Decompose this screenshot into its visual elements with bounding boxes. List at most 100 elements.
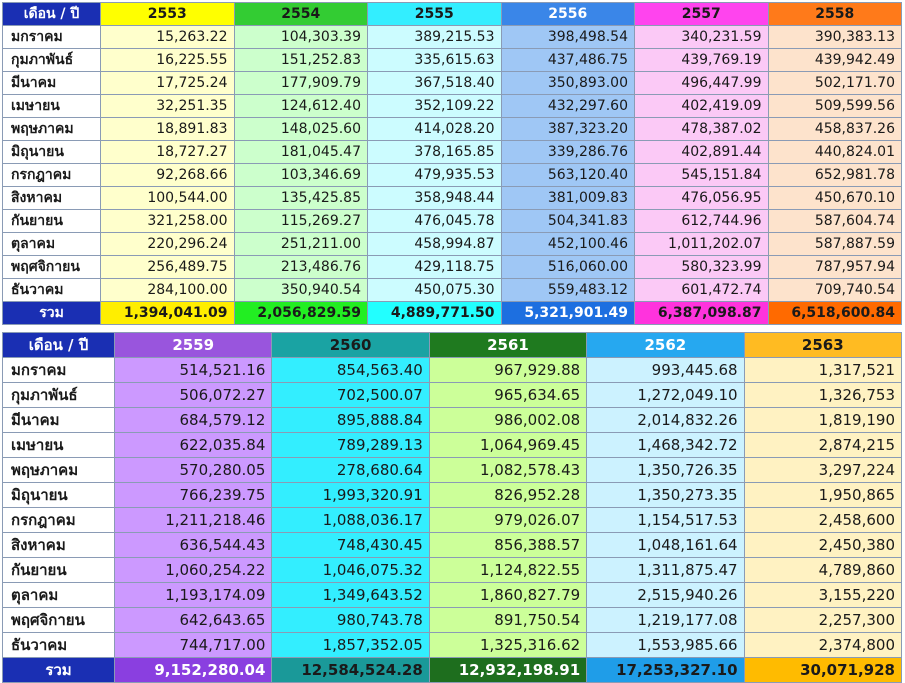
table-row: พฤษภาคม 18,891.83 148,025.60 414,028.20 387,… [2,117,902,141]
month-label: มิถุนายน [2,482,115,508]
value-cell: 2,257,300 [743,607,903,633]
value-cell: 458,994.87 [367,232,502,256]
value-cell: 504,341.83 [500,209,635,233]
total-cell: 9,152,280.04 [113,657,273,683]
value-cell: 350,940.54 [233,278,368,302]
table-row: มีนาคม 684,579.12 895,888.84 986,002.08 2,01… [2,407,903,433]
value-cell: 1,326,753 [743,382,903,408]
value-cell: 335,615.63 [367,48,502,72]
value-cell: 103,346.69 [233,163,368,187]
month-label: ตุลาคม [2,582,115,608]
table-row: ธันวาคม 284,100.00 350,940.54 450,075.30 559… [2,278,902,302]
month-label: พฤษภาคม [2,117,101,141]
value-cell: 278,680.64 [271,457,430,483]
value-cell: 1,349,643.52 [271,582,430,608]
table-row: พฤศจิกายน 642,643.65 980,743.78 891,750.54 1… [2,607,903,633]
table-row: ตุลาคม 220,296.24 251,211.00 458,994.87 452,… [2,232,902,256]
value-cell: 1,553,985.66 [586,632,745,658]
value-cell: 213,486.76 [233,255,368,279]
value-cell: 1,046,075.32 [271,557,430,583]
total-label: รวม [2,657,115,683]
value-cell: 587,887.59 [767,232,902,256]
total-cell: 1,394,041.09 [100,301,235,325]
value-cell: 1,317,521 [743,357,903,383]
value-cell: 545,151.84 [634,163,769,187]
value-cell: 1,088,036.17 [271,507,430,533]
value-cell: 104,303.39 [233,25,368,49]
value-cell: 787,957.94 [767,255,902,279]
value-cell: 1,311,875.47 [586,557,745,583]
month-label: เมษายน [2,94,101,118]
month-label: กรกฎาคม [2,163,101,187]
value-cell: 100,544.00 [100,186,235,210]
table-row: กันยายน 1,060,254.22 1,046,075.32 1,124,822… [2,557,903,583]
value-cell: 516,060.00 [500,255,635,279]
value-cell: 452,100.46 [500,232,635,256]
revenue-table-2559-2563: เดือน / ปี 2559 2560 2561 2562 2563 มกราคม 514… [2,332,903,683]
value-cell: 92,268.66 [100,163,235,187]
value-cell: 1,350,273.35 [586,482,745,508]
value-cell: 339,286.76 [500,140,635,164]
value-cell: 748,430.45 [271,532,430,558]
table-row: กรกฎาคม 1,211,218.46 1,088,036.17 979,026.0… [2,507,903,533]
month-label: มีนาคม [2,407,115,433]
value-cell: 17,725.24 [100,71,235,95]
value-cell: 702,500.07 [271,382,430,408]
value-cell: 979,026.07 [428,507,588,533]
value-cell: 709,740.54 [767,278,902,302]
table-row: กุมภาพันธ์ 506,072.27 702,500.07 965,634.65… [2,382,903,408]
table-row: มิถุนายน 766,239.75 1,993,320.91 826,952.28… [2,482,903,508]
value-cell: 2,014,832.26 [586,407,745,433]
table-row: พฤษภาคม 570,280.05 278,680.64 1,082,578.43 1… [2,457,903,483]
year-header-2560: 2560 [271,332,430,358]
value-cell: 479,935.53 [367,163,502,187]
value-cell: 437,486.75 [500,48,635,72]
value-cell: 1,082,578.43 [428,457,588,483]
table-row: ธันวาคม 744,717.00 1,857,352.05 1,325,316.6… [2,632,903,658]
value-cell: 1,350,726.35 [586,457,745,483]
value-cell: 563,120.40 [500,163,635,187]
value-cell: 2,874,215 [743,432,903,458]
table-row: ตุลาคม 1,193,174.09 1,349,643.52 1,860,827.… [2,582,903,608]
value-cell: 390,383.13 [767,25,902,49]
value-cell: 124,612.40 [233,94,368,118]
month-label: ธันวาคม [2,632,115,658]
year-header-2553: 2553 [100,2,235,26]
value-cell: 1,211,218.46 [113,507,273,533]
value-cell: 1,124,822.55 [428,557,588,583]
value-cell: 636,544.43 [113,532,273,558]
value-cell: 967,929.88 [428,357,588,383]
year-header-2558: 2558 [767,2,902,26]
value-cell: 514,521.16 [113,357,273,383]
value-cell: 387,323.20 [500,117,635,141]
value-cell: 826,952.28 [428,482,588,508]
value-cell: 744,717.00 [113,632,273,658]
value-cell: 284,100.00 [100,278,235,302]
total-cell: 6,387,098.87 [634,301,769,325]
total-cell: 12,584,524.28 [271,657,430,683]
year-header-2562: 2562 [586,332,745,358]
total-cell: 6,518,600.84 [767,301,902,325]
value-cell: 1,219,177.08 [586,607,745,633]
value-cell: 402,419.09 [634,94,769,118]
value-cell: 684,579.12 [113,407,273,433]
month-label: พฤศจิกายน [2,255,101,279]
year-header-2556: 2556 [500,2,635,26]
value-cell: 478,387.02 [634,117,769,141]
value-cell: 352,109.22 [367,94,502,118]
table-row: มิถุนายน 18,727.27 181,045.47 378,165.85 339… [2,140,902,164]
value-cell: 993,445.68 [586,357,745,383]
value-cell: 321,258.00 [100,209,235,233]
value-cell: 439,769.19 [634,48,769,72]
value-cell: 559,483.12 [500,278,635,302]
month-year-header: เดือน / ปี [2,332,115,358]
total-cell: 5,321,901.49 [500,301,635,325]
month-label: พฤศจิกายน [2,607,115,633]
value-cell: 18,727.27 [100,140,235,164]
table-row: เมษายน 32,251.35 124,612.40 352,109.22 432,2… [2,94,902,118]
value-cell: 476,056.95 [634,186,769,210]
value-cell: 980,743.78 [271,607,430,633]
value-cell: 2,450,380 [743,532,903,558]
value-cell: 965,634.65 [428,382,588,408]
value-cell: 502,171.70 [767,71,902,95]
